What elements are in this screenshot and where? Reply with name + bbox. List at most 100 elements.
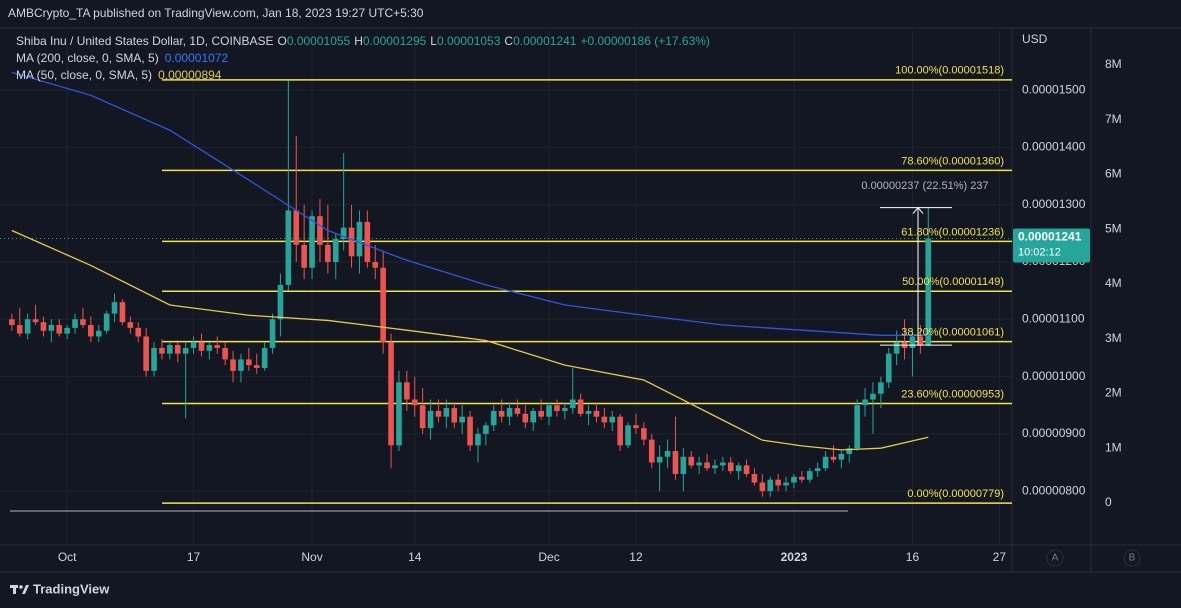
candle-body [799,476,805,480]
candle-body [356,221,363,257]
candle-body [625,425,631,446]
fib-label: 50.00%(0.00001149) [902,276,1004,288]
moving-average [11,229,929,451]
y2-tick-label: 6M [1105,167,1122,181]
candle-body [577,399,584,414]
ohlc-value: 0.00001295 [363,34,427,48]
change: +0.00000186 (+17.63%) [580,34,709,48]
fib-label: 0.00%(0.00000779) [907,488,1004,500]
candle-body [56,325,63,334]
y-tick-label: 0.00001100 [1022,311,1085,325]
candle-body [893,342,900,354]
y-tick-label: 0.00000900 [1022,426,1086,440]
candle-body [641,428,647,440]
candle-body [546,405,552,417]
scale-button-label[interactable]: A [1052,553,1059,564]
candle-body [372,262,379,268]
candle-body [340,227,347,240]
y-tick-label: 0.00001300 [1022,197,1086,211]
candle-body [704,462,710,469]
y2-tick-label: 0 [1105,495,1112,509]
candle-body [451,408,458,423]
candle-body [917,336,924,346]
scale-button[interactable] [1123,549,1141,567]
candle-body [585,410,592,414]
candle-body [720,462,726,466]
candle-body [743,465,750,474]
candle-body [530,410,537,423]
candle-body [609,416,616,423]
candle-body [206,345,213,351]
candle-body [909,336,916,348]
candle-body [498,410,505,417]
ma-name: MA (50, close, 0, SMA, 5) [16,68,152,82]
y2-tick-label: 2M [1105,386,1122,400]
candle-body [261,347,268,368]
scale-button[interactable] [1046,549,1064,567]
candle-body [727,462,734,472]
x-tick-label: 12 [629,550,643,564]
candle-body [783,482,789,486]
x-tick-label: 27 [993,550,1007,564]
fib-label: 100.00%(0.00001518) [895,65,1004,77]
candle-body [688,456,695,466]
fib-label: 23.60%(0.00000953) [901,388,1004,400]
candle-body [198,342,205,351]
candle-body [317,216,323,245]
ma-name: MA (200, close, 0, SMA, 5) [16,51,159,65]
ohlc-value: 0.00001241 [513,34,577,48]
y-tick-label: 0.00001400 [1022,140,1086,154]
candle-body [119,302,126,323]
candle-body [814,468,821,472]
candle-body [238,359,244,371]
candle-body [103,313,110,331]
candle-body [40,322,47,331]
x-tick-label: 16 [906,550,920,564]
candle-body [696,462,702,466]
fib-label: 38.20%(0.00001061) [901,327,1004,339]
candle-body [182,347,189,354]
candle-body [309,216,315,268]
candle-body [601,416,608,423]
publisher: AMBCrypto_TA published on TradingView.co… [8,6,424,20]
candle-body [16,325,23,334]
candle-body [325,244,331,263]
candle-body [925,238,932,346]
candle-body [253,365,260,368]
candle-body [862,399,868,406]
candle-body [664,451,671,457]
candle-body [483,425,489,434]
candle-body [24,319,31,334]
candle-body [269,319,276,348]
y-tick-label: 0.00001500 [1022,82,1086,96]
candle-body [95,330,102,337]
scale-button-label[interactable]: B [1129,553,1136,564]
ohlc-key: L [430,34,437,48]
candle-body [633,425,639,429]
candle-body [490,410,497,426]
candle-body [404,382,410,400]
candle-body [143,336,149,371]
candle-body [364,221,371,263]
y2-tick-label: 8M [1105,57,1122,71]
ohlc-key: H [354,34,363,48]
candle-body [380,267,386,343]
ma-value: 0.00000894 [158,68,222,82]
candle-body [277,284,284,320]
candle-body [151,347,157,371]
legend-ma: MA (50, close, 0, SMA, 5) 0.00000894 [16,68,222,82]
candle-body [775,479,781,486]
candle-body [72,319,78,328]
candle-body [127,322,134,328]
candle-body [467,416,473,446]
candle-body [838,453,845,460]
candle-body [427,410,434,429]
brand: TradingView [33,581,110,596]
price-label-box [1013,228,1090,263]
candle-body [569,399,576,409]
moving-average [11,71,929,336]
candle-body [522,413,529,423]
price-label: 0.00001241 [1018,230,1082,244]
candle-body [885,353,892,383]
